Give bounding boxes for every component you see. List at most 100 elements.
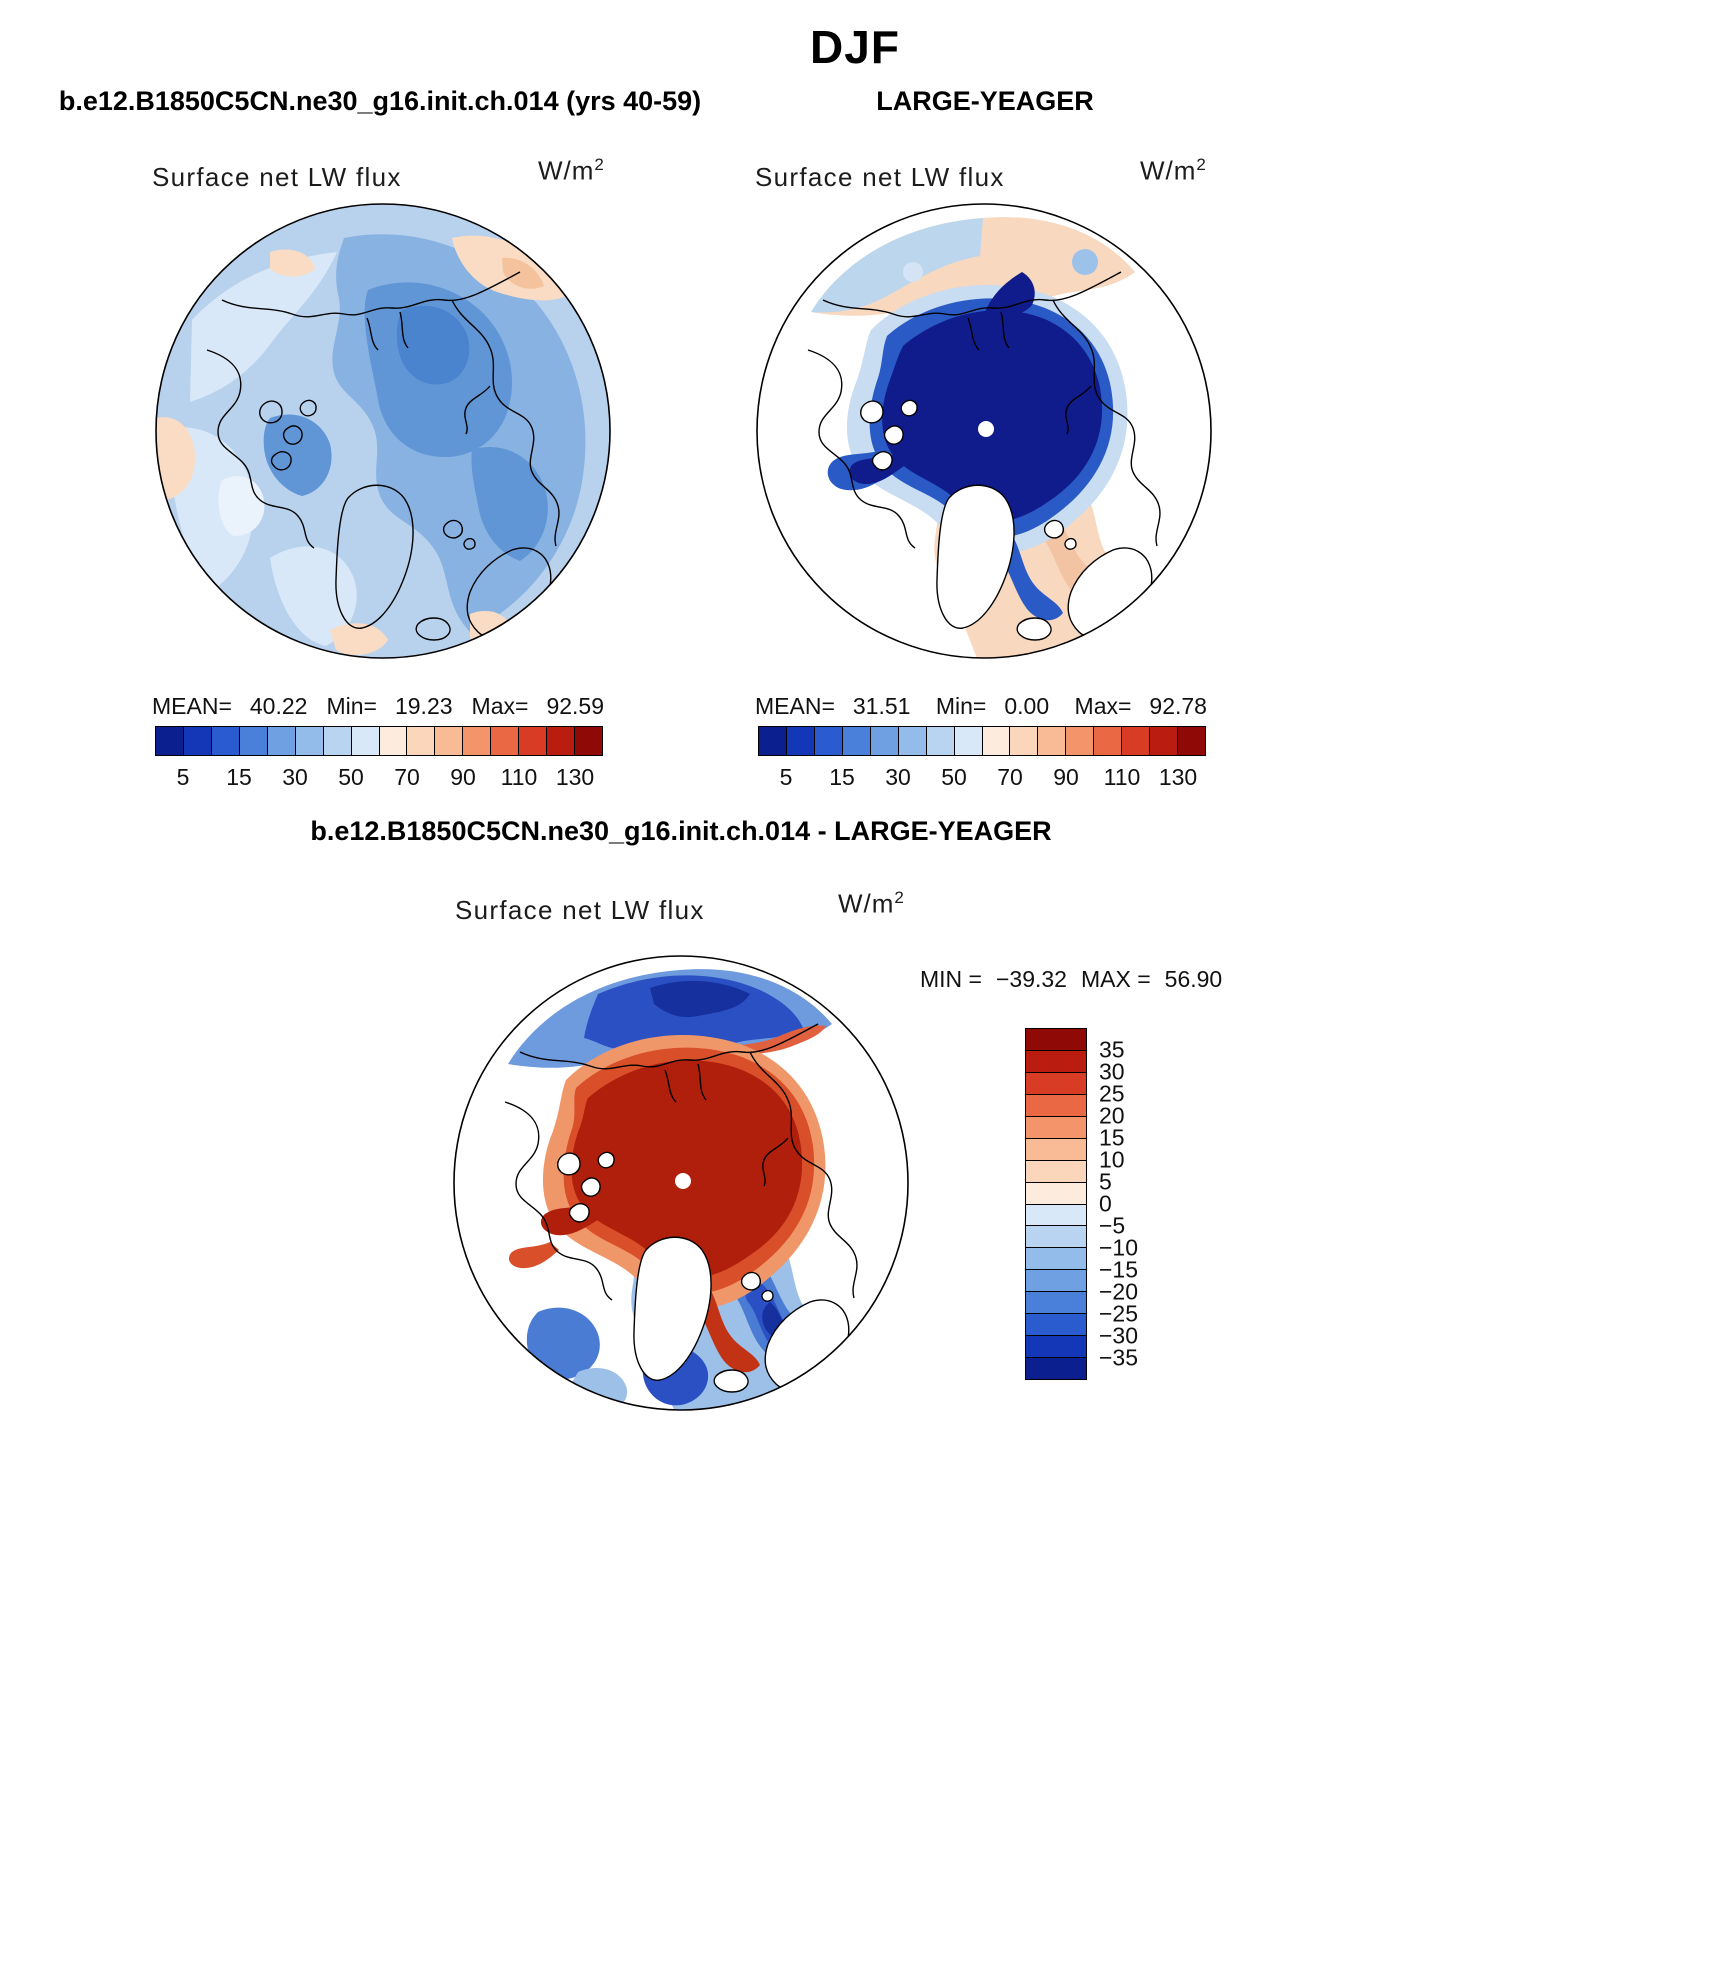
diff-minmax: MIN = −39.32 MAX = 56.90: [920, 966, 1222, 993]
colorbar-cell: [323, 727, 352, 755]
max-label: Max=: [1074, 693, 1132, 719]
figure-title: DJF: [810, 21, 900, 73]
colorbar-cell: [491, 727, 520, 755]
colorbar-cell: [1010, 727, 1039, 755]
units-base: W/m: [538, 155, 595, 186]
obs-units-label: W/m2: [1140, 155, 1207, 187]
colorbar-labels: 35 30 25 20 15 10 5 0 −5 −10 −15 −20 −25 −30 −35: [1099, 1028, 1169, 1380]
colorbar-cell: [1026, 1138, 1086, 1161]
colorbar-cell: [1026, 1029, 1086, 1051]
colorbar-tick-label: 30: [1099, 1058, 1125, 1085]
colorbar-cell: [1026, 1050, 1086, 1073]
mean-label: MEAN=: [755, 693, 835, 719]
colorbar-tick-label: 15: [829, 764, 855, 790]
colorbar-tick-label: 5: [779, 764, 793, 790]
colorbar-cell: [211, 727, 240, 755]
obs-panel-header: LARGE-YEAGER: [876, 86, 1094, 116]
colorbar-cell: [1026, 1072, 1086, 1095]
colorbar-cell: [1026, 1358, 1086, 1379]
colorbar-cell: [183, 727, 212, 755]
model-map-title: Surface net LW flux: [152, 162, 402, 192]
obs-colorbar: 5 15 30 50 70 90 110 130: [758, 726, 1206, 790]
colorbar-tick-label: −35: [1099, 1344, 1139, 1371]
units-base: W/m: [838, 888, 895, 919]
colorbar-tick-label: −5: [1099, 1212, 1126, 1239]
colorbar-cell: [463, 727, 492, 755]
colorbar-cell: [1026, 1182, 1086, 1205]
colorbar-tick-label: 15: [226, 764, 252, 790]
colorbar-cell: [870, 727, 899, 755]
colorbar-cell: [519, 727, 548, 755]
colorbar-cell: [156, 727, 184, 755]
colorbar-cell: [295, 727, 324, 755]
colorbar-tick-label: 5: [1099, 1168, 1112, 1195]
min-value: 19.23: [394, 693, 453, 719]
min-label: MIN =: [920, 966, 982, 992]
units-exponent: 2: [594, 155, 605, 174]
mean-value: 31.51: [852, 693, 911, 719]
diff-units-label: W/m2: [838, 888, 905, 920]
colorbar-cell: [1026, 1314, 1086, 1337]
max-value: 92.59: [546, 693, 604, 719]
max-value: 56.90: [1164, 966, 1223, 992]
colorbar-cell: [435, 727, 464, 755]
model-colorbar: 5 15 30 50 70 90 110 130: [155, 726, 603, 790]
diff-map-title: Surface net LW flux: [455, 895, 705, 925]
mean-value: 40.22: [249, 693, 308, 719]
colorbar-tick-label: −15: [1099, 1256, 1139, 1283]
model-panel-header: b.e12.B1850C5CN.ne30_g16.init.ch.014 (yr…: [58, 86, 702, 116]
colorbar-tick-label: 110: [1103, 764, 1141, 790]
max-value: 92.78: [1149, 693, 1207, 719]
model-units-label: W/m2: [538, 155, 605, 187]
min-label: Min=: [935, 693, 987, 719]
colorbar-tick-label: 90: [1053, 764, 1079, 790]
colorbar-tick-label: −25: [1099, 1300, 1139, 1327]
colorbar-cells: [155, 726, 603, 756]
colorbar-cells: [758, 726, 1206, 756]
colorbar-cell: [351, 727, 380, 755]
min-value: 0.00: [1004, 693, 1050, 719]
colorbar-cell: [379, 727, 408, 755]
colorbar-tick-label: 130: [555, 764, 595, 790]
colorbar-cell: [1026, 1204, 1086, 1227]
colorbar-tick-label: −10: [1099, 1234, 1139, 1261]
colorbar-cell: [1026, 1336, 1086, 1359]
units-exponent: 2: [894, 888, 905, 907]
colorbar-cell: [1026, 1094, 1086, 1117]
colorbar-tick-label: 20: [1099, 1102, 1125, 1129]
colorbar-cell: [547, 727, 576, 755]
colorbar-cell: [1026, 1226, 1086, 1249]
colorbar-tick-label: 30: [282, 764, 308, 790]
obs-map-title: Surface net LW flux: [755, 162, 1005, 192]
colorbar-tick-label: 90: [450, 764, 476, 790]
colorbar-tick-label: 10: [1099, 1146, 1125, 1173]
colorbar-tick-label: 70: [394, 764, 420, 790]
colorbar-labels: 5 15 30 50 70 90 110 130: [155, 756, 603, 790]
map-obs: [756, 203, 1212, 659]
colorbar-tick-label: 35: [1099, 1036, 1125, 1063]
colorbar-tick-label: 70: [997, 764, 1023, 790]
colorbar-cell: [1094, 727, 1123, 755]
colorbar-cell: [786, 727, 815, 755]
max-label: MAX =: [1080, 966, 1151, 992]
colorbar-tick-label: 0: [1099, 1190, 1112, 1217]
obs-stats: MEAN= 31.51 Min= 0.00 Max= 92.78: [755, 693, 1207, 720]
colorbar-cell: [1026, 1270, 1086, 1293]
colorbar-cells: [1025, 1028, 1087, 1380]
diff-panel-header: b.e12.B1850C5CN.ne30_g16.init.ch.014 - L…: [310, 816, 1052, 846]
colorbar-cell: [842, 727, 871, 755]
colorbar-cell: [1066, 727, 1095, 755]
colorbar-cell: [1038, 727, 1067, 755]
colorbar-cell: [982, 727, 1011, 755]
max-label: Max=: [471, 693, 529, 719]
colorbar-cell: [1122, 727, 1151, 755]
map-model: [155, 203, 611, 659]
min-label: Min=: [326, 693, 377, 719]
colorbar-cell: [407, 727, 436, 755]
colorbar-cell: [926, 727, 955, 755]
mean-label: MEAN=: [152, 693, 232, 719]
diff-colorbar: 35 30 25 20 15 10 5 0 −5 −10 −15 −20 −25 −30 −35: [1025, 1028, 1138, 1380]
map-diff: [453, 955, 909, 1411]
colorbar-cell: [1178, 727, 1205, 755]
